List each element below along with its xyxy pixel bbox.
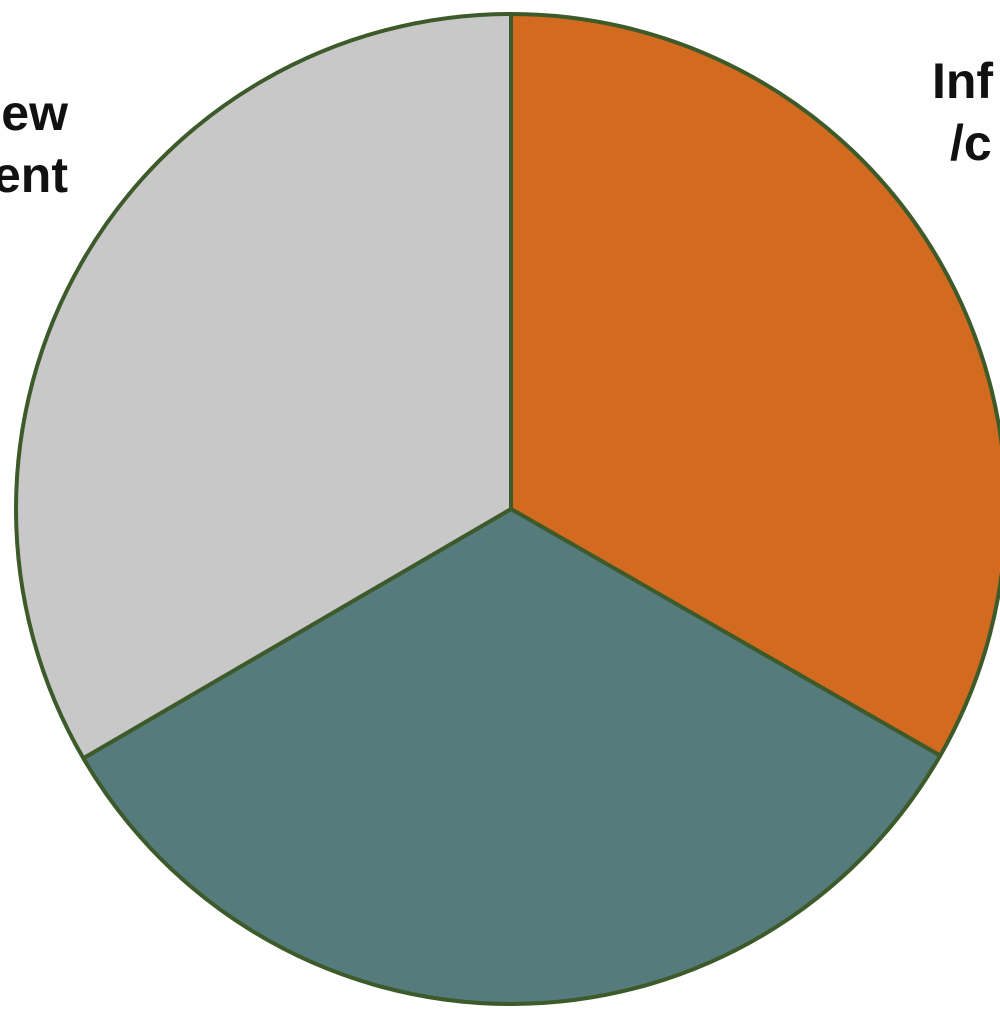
pie-slice-1 xyxy=(509,12,1000,758)
slice-label-1-line-1: Inf xyxy=(932,53,993,109)
labels-layer: Inf/c ew ent xyxy=(0,53,993,203)
slice-label-3-line-1: ew xyxy=(1,85,68,141)
slices-layer xyxy=(14,12,1000,1006)
pie-slice-2 xyxy=(81,507,943,1006)
slice-label-1-line-2: /c xyxy=(950,115,992,171)
slice-label-3-line-2: ent xyxy=(0,147,68,203)
pie-slice-3 xyxy=(14,12,513,761)
